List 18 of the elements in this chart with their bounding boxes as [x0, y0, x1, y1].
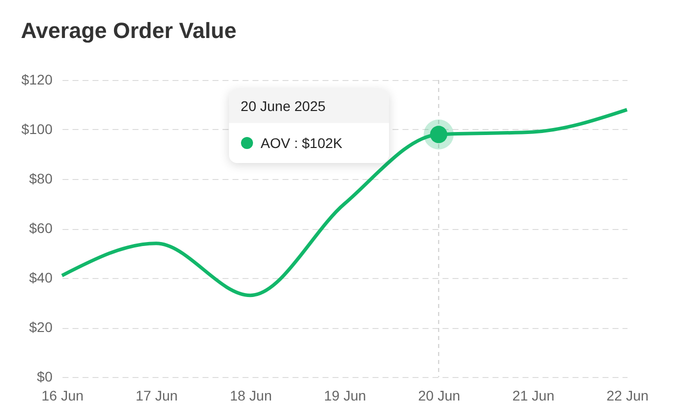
chart-title: Average Order Value [20, 18, 236, 43]
y-tick-label: $120 [21, 72, 53, 88]
tooltip-box: 20 June 2025 AOV : $102K [228, 89, 389, 164]
y-tick-label: $100 [21, 121, 53, 137]
annotation: AOV : $102K [260, 135, 342, 152]
annotation: 20 June 2025 [228, 89, 389, 124]
y-tick-label: $0 [36, 368, 53, 384]
x-tick-label: 21 Jun [512, 388, 554, 404]
x-tick-label: 18 Jun [230, 388, 272, 404]
y-tick-label: $80 [29, 170, 53, 186]
x-tick-label: 20 Jun [418, 388, 460, 404]
x-tick-label: 17 Jun [136, 388, 178, 404]
y-tick-label: $20 [29, 319, 53, 335]
x-tick-label: 16 Jun [41, 388, 84, 404]
x-tick-label: 19 Jun [324, 388, 366, 404]
y-tick-label: $40 [29, 270, 53, 286]
y-tick-label: $60 [29, 220, 53, 236]
x-tick-label: 22 Jun [606, 388, 649, 404]
